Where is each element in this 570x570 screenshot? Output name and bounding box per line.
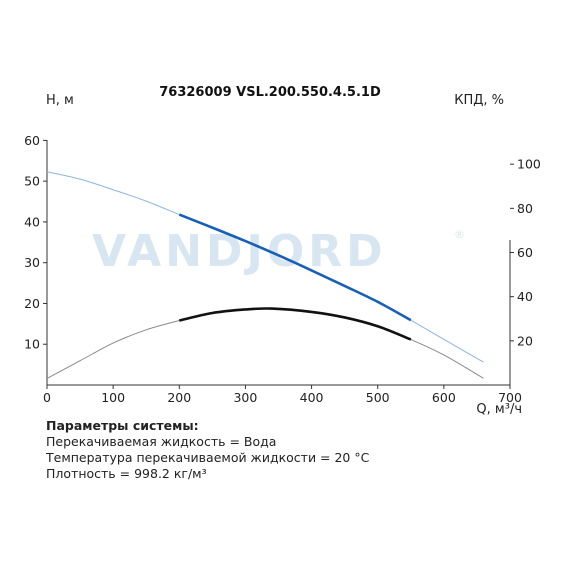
efficiency-curve-operating — [179, 307, 412, 341]
system-parameters: Параметры системы: Перекачиваемая жидкос… — [46, 418, 546, 482]
x-tick-label: 0 — [43, 390, 51, 405]
param-density: Плотность = 998.2 кг/м³ — [46, 466, 207, 481]
efficiency-curve-full — [46, 307, 484, 379]
x-tick-label: 400 — [300, 390, 324, 405]
right-tick-label: 80 — [517, 201, 533, 216]
param-fluid: Перекачиваемая жидкость = Вода — [46, 434, 277, 449]
left-tick-label: 50 — [24, 174, 40, 189]
x-tick-label: 500 — [366, 390, 390, 405]
left-tick-label: 10 — [24, 337, 40, 352]
x-axis-title: Q, м³/ч — [476, 402, 522, 417]
right-tick-label: 20 — [517, 333, 533, 348]
right-tick-label: 60 — [517, 245, 533, 260]
chart-ticks: 0 100 200 300 400 500 600 700 10 20 30 40 50 60 20 40 60… — [24, 133, 541, 405]
x-tick-label: 200 — [167, 390, 191, 405]
x-tick-label: 700 — [498, 390, 522, 405]
right-tick-label: 100 — [517, 157, 541, 172]
x-tick-label: 100 — [101, 390, 125, 405]
left-tick-label: 30 — [24, 255, 40, 270]
left-tick-label: 20 — [24, 296, 40, 311]
chart-title: 76326009 VSL.200.550.4.5.1D — [159, 85, 381, 100]
left-axis-title: H, м — [46, 93, 74, 108]
left-tick-label: 60 — [24, 133, 40, 148]
param-temperature: Температура перекачиваемой жидкости = 20… — [46, 450, 370, 465]
right-axis-title: КПД, % — [454, 93, 504, 108]
right-tick-label: 40 — [517, 289, 533, 304]
left-tick-label: 40 — [24, 214, 40, 229]
watermark-registered-mark: ® — [454, 228, 465, 241]
system-parameters-title: Параметры системы: — [46, 418, 199, 433]
watermark-logo: VANDJORD — [92, 226, 387, 277]
chart-curves — [46, 171, 484, 379]
x-tick-label: 300 — [233, 390, 257, 405]
head-curve-operating — [178, 213, 412, 322]
x-tick-label: 600 — [432, 390, 456, 405]
